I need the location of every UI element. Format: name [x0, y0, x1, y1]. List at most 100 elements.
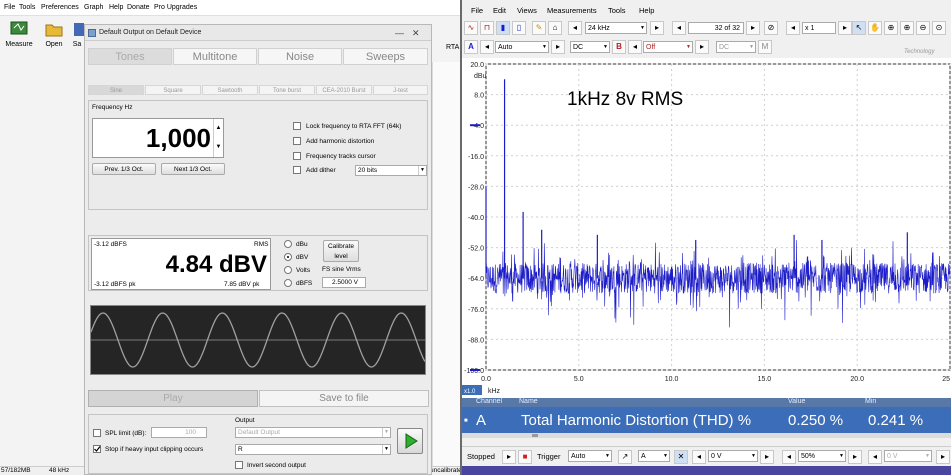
zoom-next-icon[interactable]: ▸ [838, 21, 852, 35]
subtab-cea-burst[interactable]: CEA-2010 Burst [316, 85, 372, 95]
rta-menu-file[interactable]: File [471, 6, 484, 15]
spectrum-plot[interactable]: 20.0 8.0 -4.0 -16.0 -28.0 -40.0 -52.0 -64.0 -76.… [462, 58, 951, 398]
range-next-icon[interactable]: ▸ [551, 40, 565, 54]
trigger-level-next-icon[interactable]: ▸ [760, 450, 774, 464]
calibrate-level-button[interactable]: Calibrate level [323, 240, 359, 262]
output-device-select[interactable]: Default Output ▼ [235, 427, 391, 438]
spectrum-mode-icon[interactable]: ▮ [496, 21, 510, 35]
sample-rate-select[interactable]: 24 kHz ▼ [585, 22, 647, 34]
menu-tools[interactable]: Tools [19, 4, 36, 11]
coupling-b-select[interactable]: DC ▼ [716, 41, 756, 53]
page-prev-icon[interactable]: ◂ [672, 21, 686, 35]
unit-volts-radio[interactable] [284, 266, 292, 274]
zoom-out-icon[interactable]: ⊖ [916, 21, 930, 35]
trigger-pos-next-icon[interactable]: ▸ [848, 450, 862, 464]
menu-graph[interactable]: Graph [84, 4, 104, 11]
invert-output-checkbox[interactable] [235, 461, 243, 469]
play-button[interactable]: Play [88, 390, 258, 407]
scope-mode-icon[interactable]: ∿ [464, 21, 478, 35]
harmonic-distortion-checkbox[interactable] [293, 137, 301, 145]
menu-preferences[interactable]: Preferences [41, 4, 79, 11]
rta-menu-measurements[interactable]: Measurements [547, 6, 597, 15]
table-scrollbar[interactable] [462, 433, 951, 438]
math-channel-icon[interactable]: M [758, 40, 772, 54]
trigger-value-select[interactable]: 0 V ▼ [884, 450, 932, 462]
zoom-prev-icon[interactable]: ◂ [786, 21, 800, 35]
next-third-octave-button[interactable]: Next 1/3 Oct. [161, 163, 225, 175]
signal-mode-icon[interactable]: ⊓ [480, 21, 494, 35]
subtab-j-test[interactable]: J-test [373, 85, 428, 95]
fs-sine-input[interactable]: 2.5000 V [322, 277, 366, 288]
rta-menu-edit[interactable]: Edit [493, 6, 506, 15]
pointer-tool-icon[interactable]: ↖ [852, 21, 866, 35]
tracks-cursor-checkbox[interactable] [293, 152, 301, 160]
subtab-sawtooth[interactable]: Sawtooth [202, 85, 258, 95]
zoom-in-icon[interactable]: ⊕ [900, 21, 914, 35]
unit-dbu-radio[interactable] [284, 240, 292, 248]
trigger-level-select[interactable]: 0 V ▼ [708, 450, 758, 462]
spl-limit-input[interactable]: 100 [151, 427, 207, 438]
measure-button[interactable]: Measure [5, 20, 33, 48]
stop-icon[interactable]: ■ [518, 450, 532, 464]
save-button[interactable]: Sa [70, 20, 84, 48]
chevron-right-icon[interactable]: ▸ [650, 21, 664, 35]
trigger-mode-select[interactable]: Auto ▼ [568, 450, 612, 462]
save-to-file-button[interactable]: Save to file [259, 390, 429, 407]
channel-a-icon[interactable]: A [464, 40, 478, 54]
channel-b-select[interactable]: Off ▼ [643, 41, 693, 53]
coupling-select[interactable]: DC ▼ [570, 41, 610, 53]
subtab-square[interactable]: Square [145, 85, 201, 95]
minimize-icon[interactable]: — [395, 28, 404, 38]
rta-toolbar-label[interactable]: RTA [446, 44, 460, 51]
trigger-edge-icon[interactable]: ↗ [618, 450, 632, 464]
stop-capture-icon[interactable]: ⊘ [764, 21, 778, 35]
rta-menu-views[interactable]: Views [517, 6, 537, 15]
subtab-tone-burst[interactable]: Tone burst [259, 85, 315, 95]
persistence-mode-icon[interactable]: ▯ [512, 21, 526, 35]
run-icon[interactable]: ▸ [502, 450, 516, 464]
dither-bits-select[interactable]: 20 bits ▼ [355, 165, 427, 176]
prev-third-octave-button[interactable]: Prev. 1/3 Oct. [92, 163, 156, 175]
chevron-left-icon[interactable]: ◂ [568, 21, 582, 35]
range-select[interactable]: Auto ▼ [495, 41, 549, 53]
home-icon[interactable]: ⌂ [548, 21, 562, 35]
tab-noise[interactable]: Noise [258, 48, 342, 65]
frequency-spinner[interactable]: ▲ ▼ [213, 119, 223, 157]
menu-help[interactable]: Help [109, 4, 124, 11]
stop-clipping-checkbox[interactable] [93, 445, 101, 453]
tab-multitone[interactable]: Multitone [173, 48, 257, 65]
output-channel-select[interactable]: R ▼ [235, 444, 391, 455]
menu-donate[interactable]: Donate [127, 4, 150, 11]
wand-icon[interactable]: ✎ [532, 21, 546, 35]
tab-sweeps[interactable]: Sweeps [343, 48, 428, 65]
trigger-channel-select[interactable]: A ▼ [638, 450, 670, 462]
page-next-icon[interactable]: ▸ [746, 21, 760, 35]
unit-dbfs-radio[interactable] [284, 279, 292, 287]
rta-menu-tools[interactable]: Tools [608, 6, 626, 15]
range-b-prev-icon[interactable]: ◂ [628, 40, 642, 54]
trigger-val-prev-icon[interactable]: ◂ [868, 450, 882, 464]
channel-b-icon[interactable]: B [612, 40, 626, 54]
add-dither-checkbox[interactable] [293, 166, 301, 174]
trigger-cursor-icon[interactable]: ✕ [674, 450, 688, 464]
range-b-next-icon[interactable]: ▸ [695, 40, 709, 54]
unit-dbv-radio[interactable] [284, 253, 292, 261]
menu-pro-upgrades[interactable]: Pro Upgrades [154, 4, 198, 11]
level-display[interactable]: -3.12 dBFS RMS 4.84 dBV -3.12 dBFS pk 7.… [91, 238, 271, 290]
hand-tool-icon[interactable]: ✋ [868, 21, 882, 35]
generate-play-button[interactable] [397, 428, 423, 454]
trigger-val-next-icon[interactable]: ▸ [936, 450, 950, 464]
open-button[interactable]: Open [40, 20, 68, 48]
trigger-pos-prev-icon[interactable]: ◂ [782, 450, 796, 464]
zoom-reset-icon[interactable]: ⊙ [932, 21, 946, 35]
frequency-input[interactable]: 1,000 ▲ ▼ [92, 118, 224, 158]
spl-limit-checkbox[interactable] [93, 429, 101, 437]
rta-menu-help[interactable]: Help [639, 6, 655, 15]
trigger-level-prev-icon[interactable]: ◂ [692, 450, 706, 464]
subtab-sine[interactable]: Sine [88, 85, 144, 95]
trigger-position-select[interactable]: 50% ▼ [798, 450, 846, 462]
tab-tones[interactable]: Tones [88, 48, 172, 65]
lock-frequency-checkbox[interactable] [293, 122, 301, 130]
scrollbar-thumb[interactable] [532, 434, 538, 437]
menu-file[interactable]: File [4, 4, 16, 11]
